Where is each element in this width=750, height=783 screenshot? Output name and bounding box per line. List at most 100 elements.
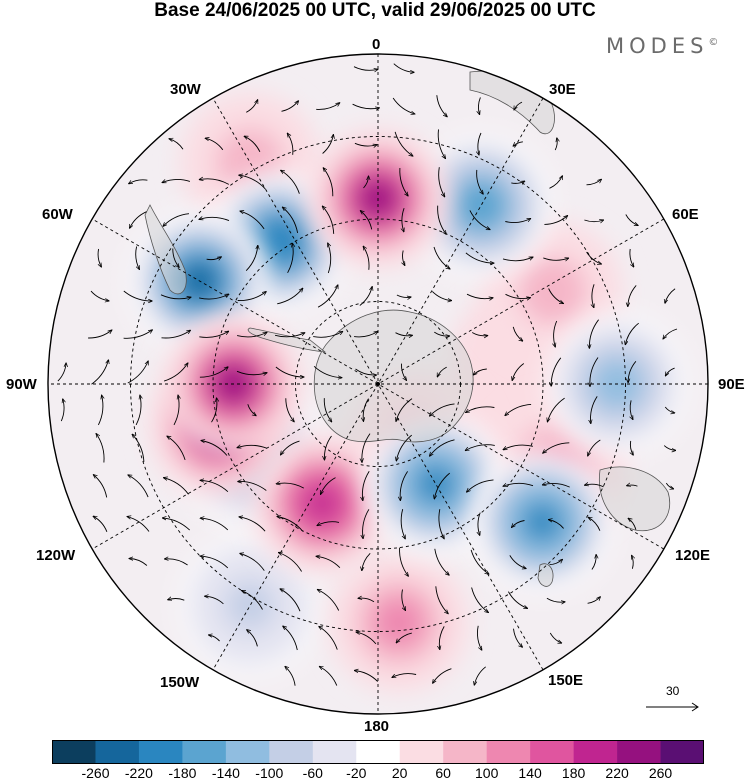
wind-vector	[247, 404, 256, 415]
south-america-tip	[144, 204, 187, 295]
wind-vector	[237, 445, 268, 449]
lon-label-150w: 150W	[160, 674, 200, 691]
wind-vector	[281, 440, 300, 455]
wind-vector	[313, 331, 343, 338]
wind-vector	[283, 626, 298, 651]
wind-vector	[477, 625, 481, 650]
colorbar-swatch	[269, 740, 314, 764]
colorbar-tick-label: -220	[124, 765, 153, 781]
wind-vector	[363, 509, 370, 538]
wind-vector	[206, 257, 222, 260]
wind-vector	[625, 214, 638, 226]
wind-vector	[363, 176, 369, 189]
colorbar-swatch	[312, 740, 357, 764]
wind-vector	[400, 508, 405, 539]
wind-vector	[200, 480, 229, 493]
wind-vector	[630, 400, 633, 419]
wind-vector	[591, 555, 596, 570]
wind-vector	[431, 291, 451, 300]
wind-vector	[430, 439, 455, 456]
wind-vector	[547, 397, 565, 422]
wind-vector	[247, 630, 258, 647]
wind-vector	[328, 243, 332, 274]
coastlines	[144, 70, 670, 587]
wind-vector	[589, 319, 599, 349]
wind-vector	[362, 552, 371, 570]
wind-vector	[354, 331, 378, 338]
lon-label-120e: 120E	[675, 547, 711, 564]
wind-vector	[130, 211, 147, 229]
wind-vector	[244, 136, 261, 152]
colorbar-tick-label: 260	[648, 765, 673, 781]
wind-vector	[285, 398, 294, 422]
colorbar-swatch	[617, 740, 661, 764]
wind-vector	[172, 248, 179, 268]
wind-vector	[554, 320, 558, 347]
wind-vector	[478, 512, 481, 536]
wind-vector	[663, 445, 676, 451]
wind-vector	[129, 179, 148, 184]
colorbar-tick-label: 60	[435, 765, 451, 781]
reference-vector-arrow	[646, 702, 699, 712]
wind-vector	[401, 363, 406, 381]
wind-vector	[665, 288, 676, 304]
anomaly-field	[129, 92, 688, 693]
wind-vector	[60, 399, 64, 422]
wind-vector	[430, 403, 455, 416]
lon-label-30e: 30E	[549, 81, 576, 98]
wind-vector	[162, 518, 191, 531]
pole-dot	[376, 382, 380, 386]
wind-vector	[628, 361, 637, 382]
wind-vector	[280, 589, 301, 612]
wind-vector	[319, 666, 338, 686]
colorbar-swatch	[443, 740, 487, 764]
latitude-circle	[130, 136, 626, 632]
wind-vector	[127, 361, 148, 384]
wind-vector	[91, 360, 109, 385]
wind-vector	[199, 217, 230, 222]
wind-vector	[588, 517, 601, 531]
new-zealand	[537, 563, 554, 587]
wind-vector	[282, 207, 299, 233]
wind-vector	[546, 597, 565, 602]
wind-vector	[240, 553, 265, 571]
colorbar-tick-label: 100	[475, 765, 499, 781]
wind-vector	[239, 517, 266, 532]
wind-vector	[512, 363, 525, 381]
wind-vector	[238, 481, 267, 491]
wind-vector	[276, 483, 305, 489]
lon-label-150e: 150E	[548, 672, 584, 689]
lon-label-60e: 60E	[672, 206, 699, 223]
wind-vector	[665, 482, 673, 489]
colorbar-swatch	[356, 740, 401, 764]
wind-vector	[402, 208, 404, 232]
wind-vector	[285, 666, 296, 686]
wind-vector	[200, 518, 229, 531]
wind-vector	[549, 632, 561, 643]
wind-vector	[543, 442, 570, 453]
reference-vector-label: 30	[666, 684, 680, 698]
wind-vector	[584, 220, 603, 222]
brand-logo: MODES©	[606, 34, 718, 58]
wind-vector	[469, 210, 490, 229]
wind-vector	[169, 139, 184, 150]
colorbar-tick-label: -60	[302, 765, 323, 781]
antarctica	[313, 309, 474, 443]
wind-vector	[313, 365, 342, 377]
wind-vector	[393, 63, 414, 73]
brand-mark: ©	[708, 37, 719, 48]
wind-vector	[551, 357, 562, 386]
brand-name: MODES	[606, 34, 709, 58]
wind-vector	[466, 293, 493, 298]
wind-vector	[127, 517, 150, 532]
wind-vector	[275, 366, 304, 377]
colorbar-swatch	[660, 740, 704, 764]
wind-vector	[503, 444, 534, 450]
colorbar-swatch	[486, 740, 531, 764]
wind-vector	[200, 556, 229, 569]
wind-vector	[542, 483, 570, 488]
wind-vector	[436, 95, 447, 117]
wind-vector	[587, 597, 601, 604]
wind-vector	[240, 211, 265, 230]
wind-vector	[352, 103, 380, 109]
